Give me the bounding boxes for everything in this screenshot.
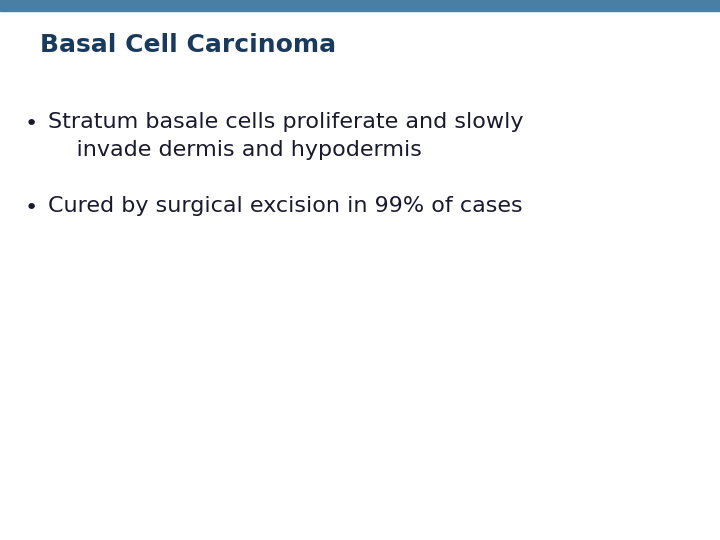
Text: •: •: [25, 114, 38, 134]
Text: •: •: [25, 198, 38, 218]
Bar: [0, 0, 720, 11]
Text: Basal Cell Carcinoma: Basal Cell Carcinoma: [40, 33, 336, 57]
Text: Cured by surgical excision in 99% of cases: Cured by surgical excision in 99% of cas…: [48, 196, 523, 216]
Text: Stratum basale cells proliferate and slowly: Stratum basale cells proliferate and slo…: [48, 112, 523, 132]
Text: invade dermis and hypodermis: invade dermis and hypodermis: [48, 140, 422, 160]
